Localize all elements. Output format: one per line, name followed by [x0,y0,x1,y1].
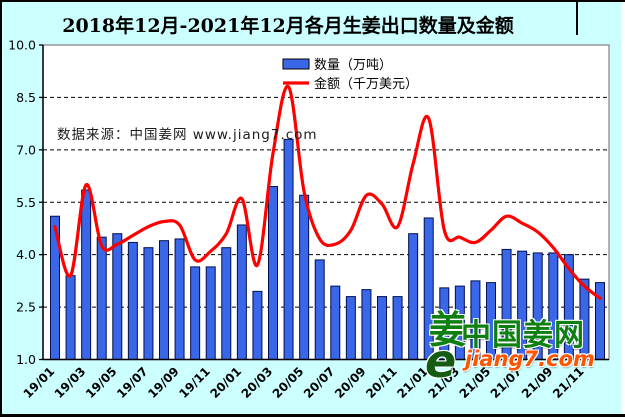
x-tick-label-21/11: 21/11 [550,364,587,401]
x-tick-label-19/07: 19/07 [114,364,151,401]
y-tick-label-7: 7.0 [16,142,36,157]
y-tick-label-8.5: 8.5 [16,90,36,105]
bar-21/07 [517,250,528,360]
x-tick-label-20/05: 20/05 [270,364,307,401]
y-tick-label-4: 4.0 [16,247,36,262]
bar-19/07 [143,247,154,360]
x-tick-label-20/11: 20/11 [363,364,400,401]
bar-21/02 [439,287,450,360]
x-tick-label-20/07: 20/07 [301,364,338,401]
x-tick-label-21/09: 21/09 [519,364,556,401]
bar-20/08 [345,296,356,361]
bar-19/08 [159,240,169,360]
bar-21/09 [548,252,559,361]
x-tick-label-19/05: 19/05 [83,364,120,401]
bar-20/01 [236,224,247,360]
bar-19/06 [127,241,138,360]
bar-19/03 [81,189,92,360]
x-tick-label-21/03: 21/03 [425,364,462,401]
x-tick-label-19/03: 19/03 [52,364,89,401]
bar-20/03 [268,186,278,360]
bar-20/05 [299,194,310,360]
frame-edge-segment [576,2,578,35]
page-edge-strip [622,2,625,414]
legend-bar-swatch [282,58,310,70]
bar-21/04 [470,280,481,360]
bar-21/08 [532,252,543,361]
legend-bar-label: 数量（万吨） [314,58,392,73]
bar-20/02 [252,290,263,361]
x-tick-label-20/09: 20/09 [332,364,369,401]
y-tick-label-5.5: 5.5 [16,195,36,210]
bar-21/05 [486,282,496,360]
y-tick-label-2.5: 2.5 [16,300,36,315]
chart-title: 2018年12月-2021年12月各月生姜出口数量及金额 [62,15,514,37]
legend-line-label: 金额（千万美元） [314,76,418,92]
x-tick-label-19/11: 19/11 [176,364,213,401]
bar-19/09 [174,238,185,360]
bar-19/11 [205,266,216,360]
bar-20/10 [377,296,387,361]
x-tick-label-19/01: 19/01 [21,364,58,401]
bar-19/04 [96,236,107,360]
amount-line [53,84,602,300]
x-tick-label-19/09: 19/09 [145,364,182,401]
bar-19/05 [112,233,123,360]
x-tick-label-20/01: 20/01 [207,364,244,401]
x-tick-label-21/05: 21/05 [457,364,494,401]
bar-21/06 [501,248,512,360]
bar-19/10 [190,266,201,360]
bar-20/07 [330,285,341,360]
bar-19/12 [221,247,232,360]
bar-21/11 [579,278,590,360]
bar-20/09 [361,289,372,360]
bar-20/11 [392,296,403,361]
bar-19/02 [65,275,76,360]
bar-21/01 [423,217,434,360]
bar-20/04 [283,138,294,360]
x-tick-label-20/03: 20/03 [239,364,276,401]
bar-20/06 [314,259,325,360]
x-tick-label-21/07: 21/07 [488,364,525,401]
bar-21/03 [454,285,465,360]
data-source-watermark: 数据来源：中国姜网 www.jiang7.com [57,127,318,143]
y-tick-label-10: 10.0 [8,38,36,53]
x-tick-label-21/01: 21/01 [394,364,431,401]
y-tick-label-1: 1.0 [16,352,36,367]
bar-20/12 [408,233,419,360]
